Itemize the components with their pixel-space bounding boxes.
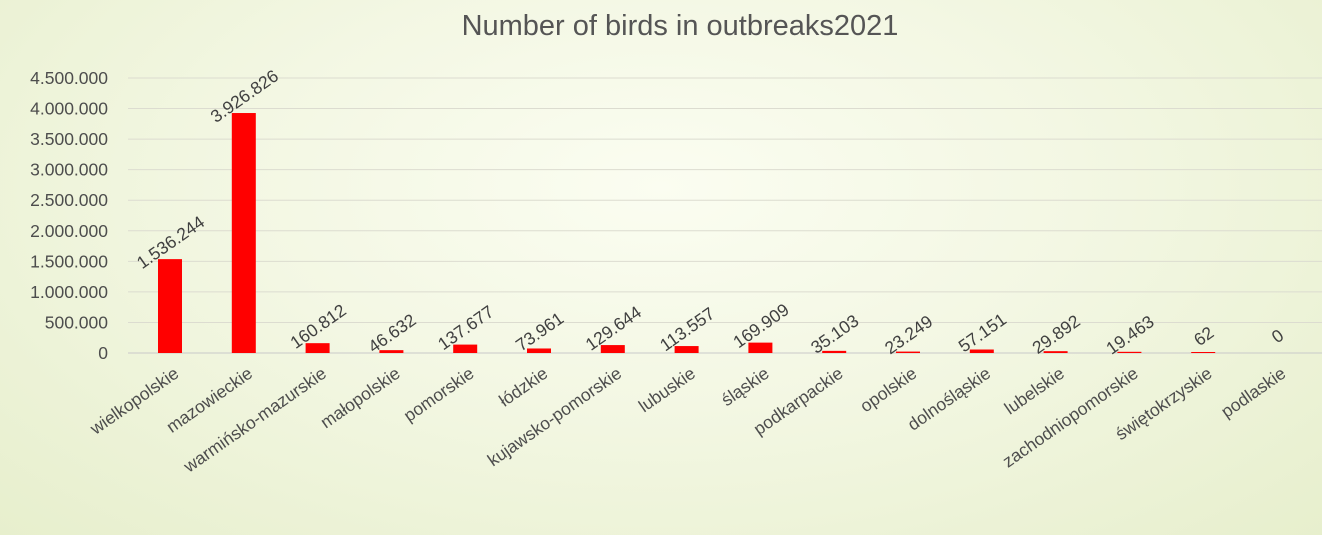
data-label: 29.892 [1028,311,1083,358]
bar [158,259,182,353]
bar [1191,352,1216,353]
x-category-label: zachodniopomorskie [999,363,1142,471]
x-category-label: lubuskie [635,363,699,416]
y-tick-label: 2.500.000 [30,190,108,210]
bar [822,350,847,353]
x-category-label: łódzkie [495,363,551,411]
y-tick-label: 4.500.000 [30,68,108,88]
bar [1117,351,1142,353]
y-tick-label: 0 [98,343,108,363]
y-tick-label: 3.000.000 [30,160,108,180]
bar [674,346,699,353]
data-label: 57.151 [955,309,1010,356]
chart-title: Number of birds in outbreaks2021 [461,10,899,42]
bar [600,345,625,353]
bar [453,344,478,353]
y-tick-label: 500.000 [45,312,109,332]
y-tick-label: 4.000.000 [30,99,108,119]
bar [527,348,551,353]
x-category-label: kujawsko-pomorskie [484,363,625,470]
data-label: 19.463 [1102,311,1157,358]
bar [1043,351,1068,353]
bar [748,342,773,353]
data-label: 0 [1268,325,1288,347]
data-label: 62 [1190,322,1217,350]
x-category-label: małopolskie [317,363,404,432]
x-category-label: śląskie [717,363,772,410]
bar [379,350,404,353]
y-tick-label: 1.000.000 [30,282,108,302]
y-tick-label: 3.500.000 [30,129,108,149]
bars [158,113,1216,353]
y-tick-label: 1.500.000 [30,251,108,271]
y-axis-ticks: 0 500.000 1.000.000 1.500.000 2.000.000 2.500… [30,68,108,363]
x-category-label: pomorskie [400,363,478,426]
x-category-label: dolnośląskie [904,363,994,435]
bar [896,351,920,353]
x-category-label: lubelskie [1001,363,1068,418]
data-label: 35.103 [807,310,862,357]
data-label: 23.249 [881,311,936,358]
bar [969,349,994,353]
x-category-label: opolskie [856,363,920,416]
bar [305,343,330,353]
gridlines [128,77,1322,354]
bar [231,113,256,353]
data-label: 46.632 [364,310,419,357]
x-category-label: podlaskie [1217,363,1289,422]
data-label: 73.961 [512,308,567,355]
y-tick-label: 2.000.000 [30,221,108,241]
x-axis-labels: wielkopolskiemazowieckiewarmińsko-mazurs… [86,363,1290,477]
